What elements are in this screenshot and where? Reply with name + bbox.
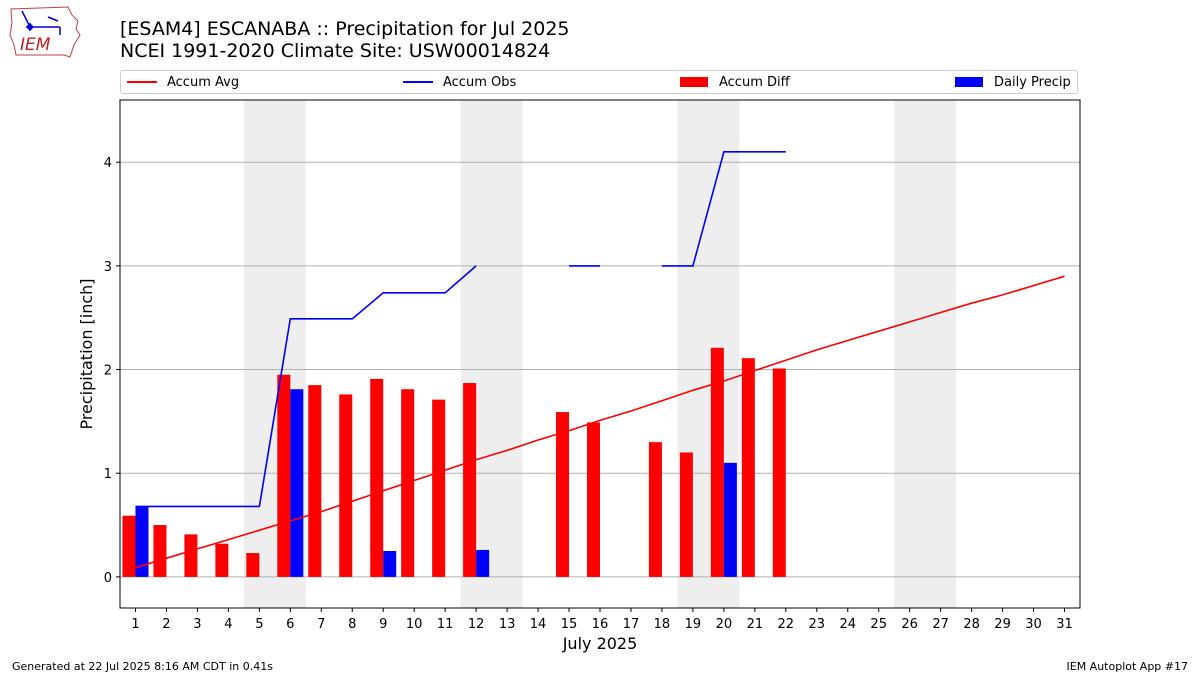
x-axis-label: July 2025	[562, 634, 638, 653]
legend-item-accum-avg: Accum Avg	[127, 71, 239, 93]
accum-obs-line	[661, 151, 786, 267]
legend-label-accum-avg: Accum Avg	[167, 74, 240, 90]
accum-diff-bar	[556, 412, 570, 577]
x-tick-label: 1	[131, 617, 139, 632]
legend-label-accum-obs: Accum Obs	[443, 74, 517, 90]
accum-diff-bar	[710, 347, 724, 577]
x-tick-label: 12	[468, 617, 485, 632]
x-tick-label: 9	[379, 617, 387, 632]
daily-precip-bar	[476, 549, 490, 577]
accum-diff-bar	[122, 515, 136, 577]
daily-precip-bar	[383, 550, 397, 577]
y-tick-label: 4	[104, 156, 112, 171]
weekend-shade-band	[243, 100, 306, 608]
x-tick-label: 4	[224, 617, 232, 632]
accum-diff-bar	[586, 422, 600, 577]
x-tick-label: 30	[1025, 617, 1042, 632]
y-tick-label: 3	[104, 260, 112, 275]
weekend-shade-band	[894, 100, 957, 608]
x-tick-label: 21	[747, 617, 764, 632]
x-tick-label: 10	[406, 617, 423, 632]
chart-title: [ESAM4] ESCANABA :: Precipitation for Ju…	[120, 18, 570, 40]
accum-diff-bar	[339, 394, 353, 577]
x-tick-label: 31	[1056, 617, 1073, 632]
x-tick-label: 11	[437, 617, 454, 632]
legend-swatch-accum-obs	[403, 81, 433, 83]
x-tick-label: 3	[193, 617, 201, 632]
x-tick-label: 29	[994, 617, 1011, 632]
x-tick-label: 13	[499, 617, 516, 632]
legend-label-accum-diff: Accum Diff	[719, 74, 790, 90]
x-tick-label: 27	[932, 617, 949, 632]
accum-diff-bar	[679, 452, 693, 577]
daily-precip-bar	[723, 462, 737, 577]
footer-app-text: IEM Autoplot App #17	[1066, 660, 1189, 673]
x-tick-label: 6	[286, 617, 294, 632]
x-tick-label: 18	[654, 617, 671, 632]
x-tick-label: 24	[839, 617, 856, 632]
x-tick-label: 17	[623, 617, 640, 632]
x-tick-label: 16	[592, 617, 609, 632]
weekend-shade-band	[460, 100, 523, 608]
y-axis-label: Precipitation [inch]	[77, 278, 96, 429]
x-tick-label: 15	[561, 617, 578, 632]
legend-item-daily-precip: Daily Precip	[955, 71, 1071, 93]
y-tick-label: 1	[104, 467, 112, 482]
legend-label-daily-precip: Daily Precip	[994, 74, 1071, 90]
legend-item-accum-diff: Accum Diff	[680, 71, 790, 93]
accum-obs-line	[135, 265, 477, 508]
legend-item-accum-obs: Accum Obs	[403, 71, 516, 93]
x-tick-label: 7	[317, 617, 325, 632]
accum-diff-bar	[153, 525, 167, 577]
x-tick-label: 20	[716, 617, 733, 632]
y-tick-label: 0	[104, 571, 112, 586]
accum-diff-bar	[432, 399, 446, 577]
accum-diff-bar	[308, 385, 322, 577]
x-tick-label: 26	[901, 617, 918, 632]
plot-frame	[119, 99, 1081, 609]
legend-swatch-daily-precip	[955, 77, 983, 87]
accum-diff-bar	[401, 389, 415, 577]
x-tick-label: 8	[348, 617, 356, 632]
x-tick-label: 19	[685, 617, 702, 632]
x-tick-label: 28	[963, 617, 980, 632]
accum-diff-bar	[277, 374, 291, 577]
legend-swatch-accum-avg	[127, 81, 157, 83]
weekend-shade-band	[677, 100, 740, 608]
iem-logo-weather-symbol	[21, 10, 61, 35]
accum-diff-bar	[246, 553, 260, 577]
daily-precip-bar	[135, 506, 149, 577]
accum-diff-bar	[741, 358, 755, 577]
accum-diff-bar	[463, 383, 477, 577]
accum-diff-bar	[184, 534, 198, 577]
legend: Accum Avg Accum Obs Accum Diff Daily Pre…	[120, 70, 1078, 94]
iem-logo-dot	[27, 24, 33, 30]
iem-logo: IEM	[9, 6, 81, 58]
y-tick-label: 2	[104, 364, 112, 379]
footer-generated-text: Generated at 22 Jul 2025 8:16 AM CDT in …	[12, 660, 273, 673]
accum-diff-bar	[215, 543, 229, 577]
accum-diff-bar	[772, 368, 786, 577]
x-tick-label: 5	[255, 617, 263, 632]
x-tick-label: 25	[870, 617, 887, 632]
logo-text: IEM	[20, 35, 51, 55]
daily-precip-bar	[290, 389, 304, 577]
accum-diff-bar	[370, 378, 384, 577]
x-tick-label: 23	[809, 617, 826, 632]
x-tick-label: 14	[530, 617, 547, 632]
chart-subtitle: NCEI 1991-2020 Climate Site: USW00014824	[120, 40, 551, 62]
iem-logo-state-outline	[9, 6, 81, 58]
x-tick-label: 22	[778, 617, 795, 632]
accum-avg-line	[135, 275, 1065, 569]
accum-diff-bar	[648, 442, 662, 577]
legend-swatch-accum-diff	[680, 77, 708, 87]
x-tick-label: 2	[162, 617, 170, 632]
